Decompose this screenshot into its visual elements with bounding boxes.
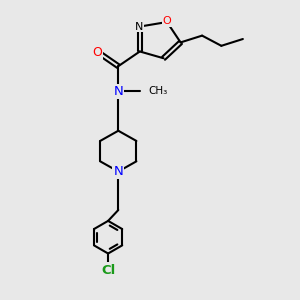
Text: N: N [135,22,143,32]
Text: O: O [92,46,102,59]
Text: Cl: Cl [101,263,115,277]
Text: N: N [113,85,123,98]
Text: O: O [163,16,171,26]
Text: N: N [113,165,123,178]
Text: CH₃: CH₃ [148,86,168,96]
